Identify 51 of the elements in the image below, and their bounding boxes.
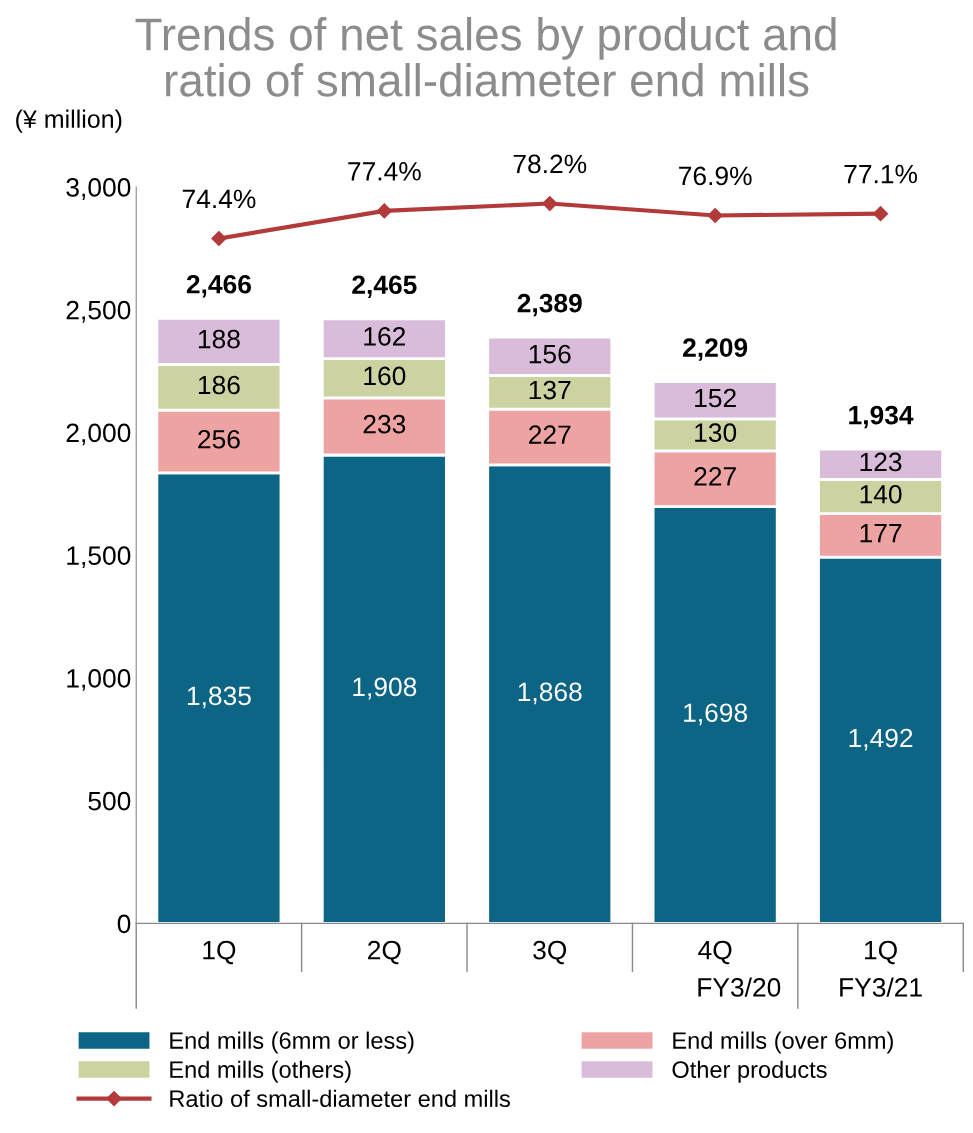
data-label: 160 — [364, 366, 406, 386]
data-label: 177 — [860, 524, 902, 543]
data-label: 233 — [363, 414, 406, 434]
legend-label: End mills (6mm or less) — [170, 1031, 414, 1054]
total-label: 1,934 — [849, 405, 914, 429]
y-tick-label: 1,000 — [67, 669, 131, 691]
data-label: 76.9% — [679, 166, 752, 186]
legend-label: Other products — [672, 1060, 827, 1083]
data-label: 130 — [695, 423, 737, 442]
data-label: 123 — [860, 452, 902, 472]
y-tick-label: 2,000 — [66, 423, 131, 446]
data-label: 74.4% — [182, 189, 256, 209]
data-label: 78.2% — [513, 154, 587, 174]
total-label: 2,209 — [683, 338, 748, 361]
y-tick-label: 2,500 — [66, 300, 131, 323]
data-label: 162 — [364, 327, 406, 346]
data-label: 156 — [529, 344, 571, 364]
data-label: 152 — [695, 388, 736, 408]
data-label: 77.4% — [348, 162, 421, 181]
total-label: 2,389 — [517, 293, 582, 317]
x-tick-label: 1Q — [864, 940, 897, 965]
x-tick-label: 4Q — [698, 940, 732, 965]
data-label: 1,492 — [849, 728, 913, 751]
total-label: 2,465 — [352, 275, 417, 298]
text: FY3/20 — [698, 977, 781, 997]
data-label: 227 — [529, 425, 571, 444]
y-tick-label: 500 — [88, 791, 131, 811]
y-axis-title: (¥ million) — [16, 109, 122, 133]
text: FY3/21 — [840, 977, 922, 997]
data-label: 1,698 — [684, 703, 748, 726]
legend-label: End mills (over 6mm) — [673, 1031, 893, 1054]
legend-label: Ratio of small-diameter end mills — [170, 1089, 510, 1108]
data-label: 186 — [198, 375, 240, 395]
chart-title: Trends of net sales by product and ratio of small-diameter end mills — [135, 17, 836, 97]
data-label: 77.1% — [844, 164, 918, 184]
data-label: 188 — [198, 329, 240, 349]
y-tick-label: 3,000 — [66, 178, 131, 200]
total-label: 2,466 — [186, 274, 251, 298]
x-tick-label: 1Q — [203, 940, 236, 965]
data-label: 1,908 — [353, 677, 417, 700]
y-tick-label: 1,500 — [67, 546, 131, 569]
data-label: 1,835 — [187, 686, 251, 709]
data-label: 140 — [860, 484, 902, 504]
data-label: 227 — [694, 467, 736, 486]
data-label: 1,868 — [518, 682, 582, 705]
legend-label: End mills (others) — [170, 1060, 351, 1083]
x-tick-label: 3Q — [533, 940, 567, 965]
data-label: 256 — [198, 429, 240, 449]
x-tick-label: 2Q — [368, 940, 401, 965]
data-label: 137 — [529, 380, 571, 400]
y-tick-label: 0 — [117, 914, 131, 934]
